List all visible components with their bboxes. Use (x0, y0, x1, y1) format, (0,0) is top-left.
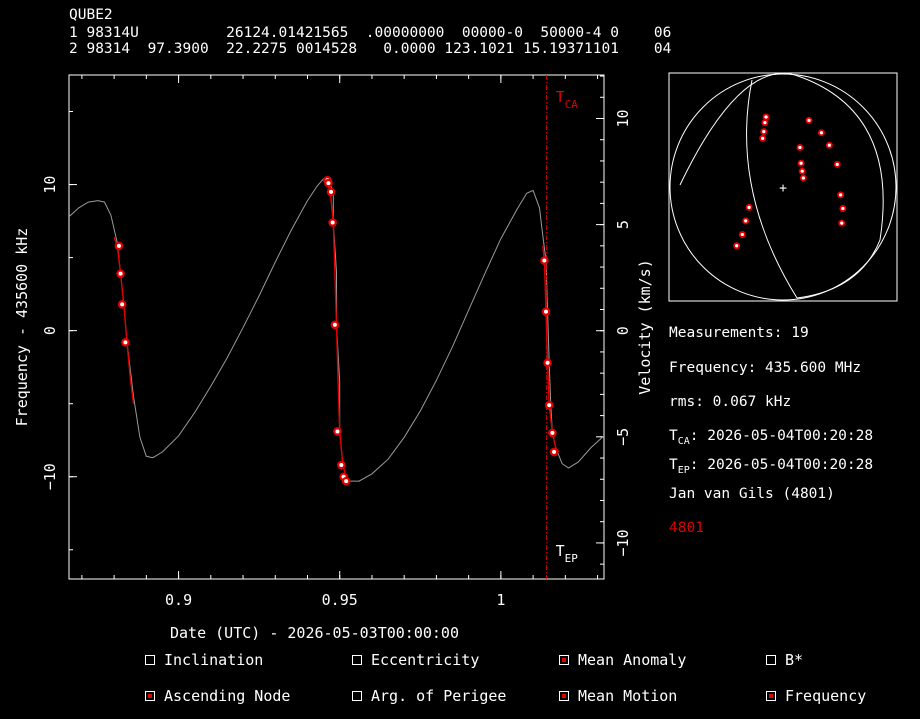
checkbox[interactable] (559, 691, 569, 701)
frequency-readout: Frequency: 435.600 MHz (669, 360, 862, 376)
inset-point (761, 136, 765, 141)
y-tick-label: 0 (41, 326, 59, 335)
checkbox[interactable] (145, 655, 155, 665)
pass-track-1 (746, 79, 798, 299)
inset-point (841, 206, 845, 211)
inset-point (799, 161, 803, 165)
y2-axis-label: Velocity (km/s) (636, 259, 654, 395)
inset-point (819, 131, 824, 135)
measurement-point (326, 181, 331, 186)
inset-point (835, 162, 839, 166)
measurement-point (552, 449, 557, 454)
measurement-point (120, 302, 125, 307)
satellite-name: QUBE2 (69, 7, 113, 23)
measurement-point (118, 271, 123, 276)
inset-point (744, 219, 748, 223)
measurement-point (329, 189, 334, 194)
measurements-count: Measurements: 19 (669, 325, 809, 341)
inset-point (807, 118, 811, 122)
inset-point (800, 169, 804, 173)
inset-point (762, 130, 766, 134)
tca-marker-label: TCA (556, 88, 579, 111)
inset-point (763, 120, 767, 125)
measurement-point (330, 220, 335, 225)
inset-point (798, 145, 802, 150)
sky-inset: + (668, 72, 898, 302)
y-tick-label: −10 (41, 463, 59, 490)
checkbox[interactable] (766, 691, 776, 701)
plot-frame (68, 74, 605, 580)
toggle-inclination[interactable]: Inclination (145, 651, 263, 669)
observer-name: Jan van Gils (4801) (669, 486, 835, 502)
rms-readout: rms: 0.067 kHz (669, 394, 792, 410)
inset-point (801, 176, 805, 180)
checkbox[interactable] (145, 691, 155, 701)
measurement-point (545, 360, 550, 365)
toggle-mean-motion[interactable]: Mean Motion (559, 687, 677, 705)
zenith-marker: + (779, 181, 787, 196)
y2-tick-label: 10 (614, 109, 632, 127)
y-axis-label: Frequency - 435600 kHz (13, 227, 31, 427)
y2-tick-label: 0 (614, 326, 632, 335)
measurement-point (550, 430, 555, 435)
x-tick-label: 0.95 (322, 591, 358, 609)
measurement-point (339, 463, 344, 468)
x-tick-label: 0.9 (165, 591, 192, 609)
inset-point (740, 232, 744, 237)
measurement-point (123, 340, 128, 345)
fit-curve-segment (113, 236, 135, 404)
measurement-point (542, 258, 547, 263)
tep-marker-label: TEP (556, 542, 579, 565)
checkbox[interactable] (352, 655, 362, 665)
fit-curve-segment (542, 245, 560, 453)
y2-tick-label: 5 (614, 220, 632, 229)
inset-point (839, 193, 843, 197)
toggle-eccentricity[interactable]: Eccentricity (352, 651, 479, 669)
y2-tick-label: −5 (614, 428, 632, 446)
pass-track-2 (679, 73, 884, 299)
x-tick-label: 1 (496, 591, 505, 609)
tep-readout: TEP: 2026-05-04T00:20:28 (669, 457, 874, 476)
tle-line-2: 2 98314 97.3900 22.2275 0014528 0.0000 1… (69, 41, 672, 57)
tca-readout: TCA: 2026-05-04T00:20:28 (669, 428, 874, 447)
measurement-point (344, 479, 349, 484)
toggle-arg-of-perigee[interactable]: Arg. of Perigee (352, 687, 506, 705)
y-tick-label: 10 (41, 176, 59, 194)
inset-point (840, 221, 844, 225)
measurement-point (335, 429, 340, 434)
station-id: 4801 (669, 520, 704, 536)
toggle-mean-anomaly[interactable]: Mean Anomaly (559, 651, 686, 669)
y2-tick-label: −10 (614, 529, 632, 556)
inset-point (827, 143, 831, 147)
inset-point (747, 205, 751, 209)
checkbox[interactable] (766, 655, 776, 665)
measurement-point (116, 243, 121, 248)
main-plot-area: 0.9 0.95 1 10 0 −10 10 5 0 −5 −10 TCA TEP (41, 74, 632, 609)
tle-line-1: 1 98314U 26124.01421565 .00000000 00000-… (69, 25, 672, 41)
checkbox[interactable] (559, 655, 569, 665)
inset-point (764, 115, 768, 119)
toggle-frequency[interactable]: Frequency (766, 687, 866, 705)
horizon-circle (669, 73, 897, 301)
x-axis-label: Date (UTC) - 2026-05-03T00:00:00 (170, 624, 459, 642)
checkbox[interactable] (352, 691, 362, 701)
measurement-point (332, 322, 337, 327)
toggle-ascending-node[interactable]: Ascending Node (145, 687, 290, 705)
measurement-point (547, 403, 552, 408)
inset-point (735, 244, 739, 248)
toggle-bstar[interactable]: B* (766, 651, 803, 669)
measurement-point (543, 309, 548, 314)
